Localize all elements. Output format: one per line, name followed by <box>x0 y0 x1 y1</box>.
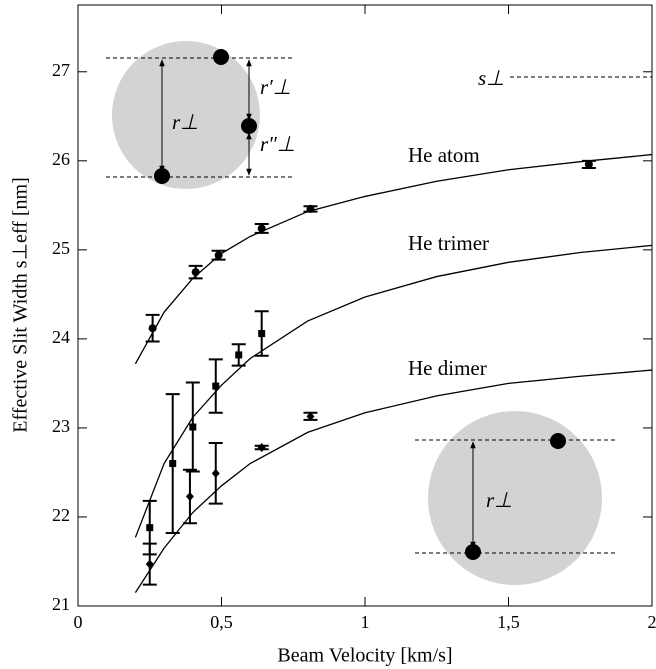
data-point <box>258 330 266 338</box>
data-point <box>191 268 200 277</box>
y-tick-label: 25 <box>52 238 70 258</box>
data-point <box>185 491 194 501</box>
series-label: He atom <box>408 143 480 167</box>
inset-diagram: r⊥ <box>415 411 615 585</box>
series-label: He trimer <box>408 231 489 255</box>
y-tick-label: 22 <box>52 505 70 525</box>
y-tick-label: 23 <box>52 416 70 436</box>
data-point <box>211 468 220 478</box>
series-label: He dimer <box>408 356 487 380</box>
y-tick-label: 24 <box>52 327 70 347</box>
data-point <box>257 443 266 453</box>
y-axis-label: Effective Slit Width s⊥eff [nm] <box>10 177 32 432</box>
y-tick-label: 21 <box>52 594 70 614</box>
data-point <box>212 382 220 390</box>
inset-diagram: r⊥ r′⊥ r″⊥ <box>106 41 295 189</box>
fit-curve <box>134 244 653 538</box>
annotation: s⊥ <box>478 66 504 90</box>
y-tick-label: 27 <box>52 60 70 80</box>
data-point <box>146 524 154 532</box>
data-point <box>235 351 243 359</box>
data-point <box>584 160 593 169</box>
data-point <box>214 251 223 260</box>
x-tick-label: 0,5 <box>210 612 233 632</box>
x-tick-label: 1 <box>361 612 370 632</box>
annotation: r″⊥ <box>260 132 295 156</box>
data-point <box>145 559 154 569</box>
data-point <box>257 224 266 233</box>
data-point <box>189 423 197 431</box>
data-point <box>169 460 177 468</box>
x-axis-label: Beam Velocity [km/s] <box>277 645 452 667</box>
data-point <box>148 324 157 333</box>
x-tick-label: 0 <box>74 612 83 632</box>
data-point <box>306 411 315 421</box>
y-tick-label: 26 <box>52 149 70 169</box>
annotation: r′⊥ <box>260 75 291 99</box>
data-point <box>306 204 315 213</box>
x-tick-label: 1,5 <box>497 612 520 632</box>
annotation: r⊥ <box>486 488 512 512</box>
x-tick-label: 2 <box>648 612 656 632</box>
fit-curve <box>134 369 653 593</box>
annotation: r⊥ <box>172 110 198 134</box>
